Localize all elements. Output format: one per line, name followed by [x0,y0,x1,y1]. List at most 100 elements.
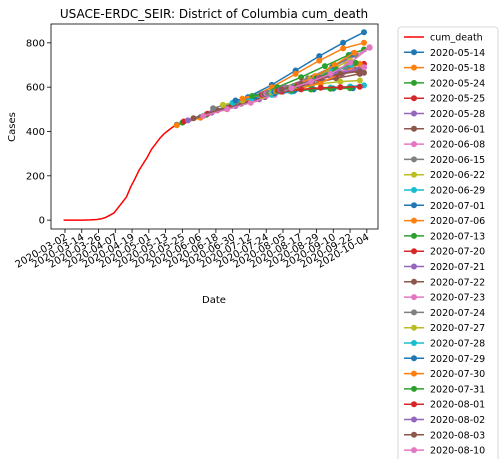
y-tick-label: 400 [26,127,45,138]
legend-marker-2020-06-22 [411,171,417,178]
series-point-2020-07-30 [351,49,358,56]
series-point-2020-06-15 [210,105,217,112]
legend-marker-2020-06-29 [411,187,417,193]
series-point-2020-07-20 [356,83,363,90]
legend-label-2020-07-13: 2020-07-13 [430,231,485,242]
y-tick-label: 0 [39,216,45,227]
series-point-2020-07-06 [239,95,246,102]
legend-marker-2020-07-01 [411,202,417,209]
legend-label-2020-08-03: 2020-08-03 [430,430,485,441]
legend-marker-2020-08-01 [411,401,417,408]
legend-label-2020-07-27: 2020-07-27 [430,323,485,334]
legend-marker-2020-06-01 [411,125,417,132]
series-point-2020-06-08 [200,113,207,119]
series-point-2020-07-13 [327,85,334,92]
series-point-2020-08-03 [356,68,363,75]
legend-marker-2020-05-28 [411,110,417,117]
legend-label-2020-07-24: 2020-07-24 [430,308,485,319]
series-point-2020-06-08 [224,106,231,113]
series-point-2020-06-22 [219,101,226,108]
legend-label-2020-07-20: 2020-07-20 [430,247,485,258]
legend-label-2020-05-24: 2020-05-24 [430,78,485,89]
legend-marker-2020-07-23 [411,294,417,301]
series-point-2020-05-18 [292,70,299,77]
series-point-2020-07-20 [317,84,324,91]
series-point-2020-05-18 [173,122,180,129]
series-point-2020-08-10 [288,85,295,92]
series-point-2020-05-14 [340,39,347,46]
series-point-2020-07-20 [337,84,344,91]
legend-label-2020-08-10: 2020-08-10 [430,446,485,457]
y-tick-label: 200 [26,171,45,182]
legend-marker-2020-05-14 [411,49,417,56]
plot-frame [50,23,379,230]
legend-label-2020-06-22: 2020-06-22 [430,170,485,181]
series-point-2020-08-10 [307,78,314,85]
legend-label-2020-06-29: 2020-06-29 [430,186,485,197]
series-point-2020-07-01 [232,97,239,104]
series-point-2020-05-24 [321,63,328,70]
series-point-2020-07-13 [249,93,256,99]
legend-label-2020-07-28: 2020-07-28 [430,339,485,350]
legend-marker-2020-07-28 [411,340,417,346]
legend-marker-2020-06-15 [411,156,417,163]
legend-marker-2020-08-10 [411,447,417,454]
legend-marker-2020-08-02 [411,416,417,423]
series-point-2020-08-03 [337,70,344,77]
legend-label-2020-07-06: 2020-07-06 [430,216,485,227]
legend-marker-2020-07-13 [411,232,417,239]
legend-label-2020-07-30: 2020-07-30 [430,369,485,380]
chart-title: USACE-ERDC_SEIR: District of Columbia cu… [60,7,368,21]
legend-marker-2020-07-06 [411,217,417,224]
series-point-2020-08-03 [278,86,285,93]
legend-label-2020-06-08: 2020-06-08 [430,140,485,151]
series-point-2020-06-01 [190,115,197,122]
legend-marker-2020-07-29 [411,355,417,362]
series-point-2020-07-23 [361,64,367,71]
series-point-2020-07-31 [352,59,359,66]
series-point-2020-08-10 [347,59,354,66]
legend: cum_death 2020-05-14 2020-05-18 2020-05-24 2… [397,26,499,463]
series-point-2020-05-18 [316,57,323,64]
series-point-2020-06-08 [247,99,254,106]
legend-label-2020-07-23: 2020-07-23 [430,293,485,304]
legend-label-2020-07-21: 2020-07-21 [430,262,485,273]
legend-box [397,26,499,463]
legend-marker-2020-07-22 [411,278,417,285]
y-tick-label: 600 [26,83,45,94]
series-point-2020-05-18 [361,39,367,46]
legend-label-2020-08-01: 2020-08-01 [430,400,485,411]
legend-label-2020-07-01: 2020-07-01 [430,201,485,212]
legend-marker-2020-05-24 [411,79,417,86]
series-point-2020-08-10 [327,70,334,77]
legend-marker-2020-07-30 [411,370,417,377]
legend-marker-2020-05-25 [411,95,417,102]
legend-marker-2020-05-18 [411,64,417,71]
series-point-2020-06-22 [356,77,363,84]
legend-label-2020-05-28: 2020-05-28 [430,109,485,120]
legend-marker-2020-08-03 [411,431,417,438]
legend-marker-2020-07-24 [411,309,417,316]
series-point-2020-08-10 [366,44,373,51]
legend-label-2020-06-15: 2020-06-15 [430,155,485,166]
y-tick-label: 800 [26,38,45,49]
legend-label-2020-05-18: 2020-05-18 [430,63,485,74]
y-axis-label: Cases [7,112,18,142]
legend-label-2020-05-14: 2020-05-14 [430,48,485,59]
legend-label-2020-07-29: 2020-07-29 [430,354,485,365]
x-axis-label: Date [202,295,226,306]
legend-marker-2020-07-20 [411,248,417,255]
legend-label-cum-death: cum_death [430,33,483,44]
series-point-2020-07-20 [298,86,305,93]
legend-marker-2020-07-21 [411,263,417,270]
legend-marker-2020-07-27 [411,324,417,331]
series-point-2020-05-28 [184,117,191,124]
legend-label-2020-08-02: 2020-08-02 [430,415,485,426]
legend-label-2020-05-25: 2020-05-25 [430,94,485,105]
legend-marker-2020-06-08 [411,141,417,148]
legend-label-2020-07-22: 2020-07-22 [430,277,485,288]
legend-label-2020-06-01: 2020-06-01 [430,124,485,135]
series-point-2020-05-18 [340,45,347,52]
